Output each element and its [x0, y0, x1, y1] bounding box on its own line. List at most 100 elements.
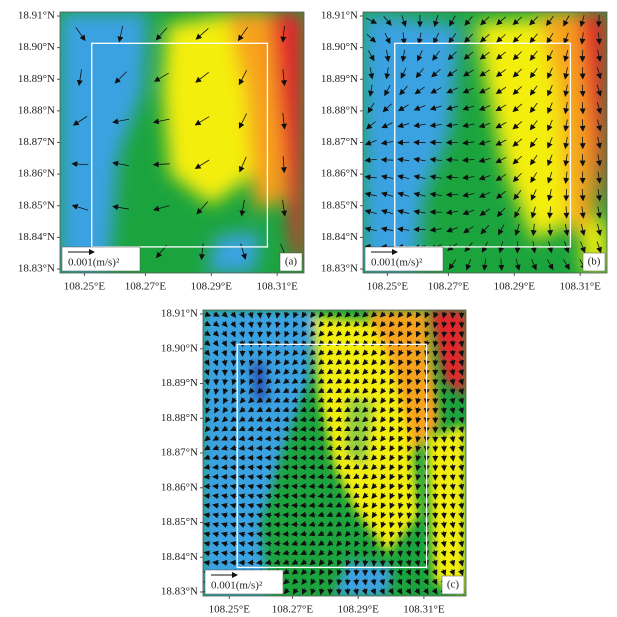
flow-vector — [256, 311, 263, 319]
flow-vector — [445, 174, 459, 181]
flow-vector — [380, 349, 387, 357]
flow-vector — [389, 368, 396, 376]
flow-vector — [449, 454, 456, 462]
map-panel: 0.001(m/s)² (b) 18.91°N 18.90°N 18.89°N 18.88… — [321, 10, 608, 293]
flow-vector — [284, 321, 290, 329]
flow-vector — [433, 15, 439, 28]
flow-vector — [529, 137, 538, 148]
flow-vector — [352, 425, 360, 432]
flow-vector — [458, 330, 465, 338]
flow-vector — [563, 154, 570, 167]
flow-vector — [221, 320, 228, 328]
flow-vector — [308, 435, 316, 442]
flow-vector — [370, 578, 377, 586]
flow-vector — [579, 223, 586, 237]
flow-vector — [299, 425, 307, 432]
flow-vector — [448, 33, 457, 44]
flow-vector — [301, 321, 308, 328]
flow-vector — [380, 378, 387, 385]
flow-vector — [529, 154, 538, 166]
flow-vector — [367, 50, 375, 62]
y-tick-label: 18.89°N — [18, 73, 55, 85]
flow-vector — [308, 511, 316, 518]
flow-vector — [389, 435, 396, 443]
y-tick-label: 18.91°N — [18, 10, 55, 22]
flow-vector — [308, 492, 316, 499]
flow-vector — [413, 122, 426, 129]
flow-vector — [309, 559, 317, 566]
flow-vector — [284, 330, 290, 338]
flow-vector — [239, 330, 245, 338]
flow-vector — [352, 463, 360, 470]
flow-vector — [370, 435, 378, 442]
flow-vector — [397, 320, 404, 328]
flow-vector — [353, 569, 360, 577]
flow-vector — [406, 473, 413, 481]
flow-vector — [336, 578, 343, 586]
flow-vector — [203, 368, 210, 376]
flow-vector — [274, 387, 281, 394]
flow-vector — [398, 387, 404, 395]
flow-vector — [300, 349, 308, 356]
flow-vector — [203, 550, 211, 557]
flow-vector — [240, 378, 246, 386]
flow-vector — [326, 425, 334, 432]
flow-vector — [231, 387, 238, 395]
flow-vector — [248, 397, 255, 404]
flow-vector — [445, 122, 459, 129]
flow-vector — [400, 32, 407, 45]
flow-vector — [247, 416, 255, 422]
flow-vector — [309, 377, 316, 384]
flow-vector — [212, 550, 220, 557]
x-tick-label: 108.31°E — [559, 281, 601, 293]
flow-vector — [229, 531, 237, 538]
color-field — [60, 12, 304, 273]
flow-vector — [464, 33, 474, 43]
flow-vector — [389, 483, 396, 490]
flow-vector — [407, 359, 413, 367]
flow-vector — [343, 473, 351, 479]
flow-vector — [458, 416, 464, 424]
flow-vector — [255, 435, 264, 442]
flow-vector — [440, 435, 447, 443]
flow-vector — [283, 349, 290, 357]
flow-vector — [563, 15, 570, 27]
flow-vector — [221, 531, 228, 538]
flow-vector — [229, 541, 237, 547]
flow-vector — [389, 397, 396, 404]
flow-vector — [415, 483, 422, 491]
flow-vector — [407, 340, 413, 347]
flow-vector — [396, 559, 403, 567]
flow-vector — [397, 530, 404, 539]
flow-vector — [354, 550, 360, 557]
flow-vector — [596, 206, 602, 219]
flow-vector — [238, 522, 246, 528]
flow-vector — [371, 463, 378, 471]
flow-vector — [384, 67, 391, 80]
flow-vector — [380, 454, 387, 461]
flow-vector — [326, 416, 334, 422]
flow-vector — [529, 50, 538, 61]
flow-vector — [371, 511, 378, 519]
flow-vector — [265, 406, 272, 413]
flow-vector — [415, 445, 422, 453]
flow-vector — [300, 358, 308, 366]
flow-vector — [353, 559, 360, 567]
flow-vector — [344, 530, 352, 538]
flow-vector — [344, 501, 351, 508]
flow-vector — [309, 349, 317, 356]
flow-vector — [299, 406, 307, 413]
flow-vector — [463, 51, 474, 60]
flow-vector — [283, 358, 290, 366]
flow-vector — [220, 454, 229, 461]
flow-vector — [432, 50, 440, 61]
scale-label: 0.001(m/s)² — [371, 257, 423, 269]
scale-label: 0.001(m/s)² — [211, 580, 263, 592]
flow-vector — [239, 397, 246, 404]
flow-vector — [406, 388, 413, 395]
flow-vector — [389, 406, 396, 414]
flow-vector — [352, 473, 360, 479]
flow-vector — [380, 397, 387, 404]
flow-vector — [596, 136, 602, 150]
flow-vector — [291, 425, 299, 432]
